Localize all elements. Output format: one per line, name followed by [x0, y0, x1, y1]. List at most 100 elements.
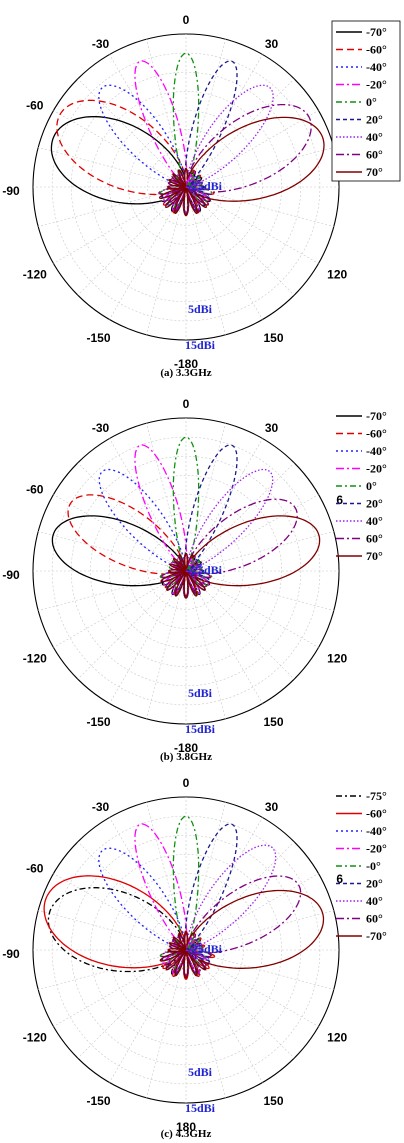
radial-scale-label: 5dBi: [188, 302, 213, 316]
panel-caption: (a) 3.3GHz: [160, 367, 211, 379]
grid-spoke: [146, 802, 187, 951]
radial-scale-label: -25dBi: [188, 563, 223, 577]
angle-tick-label: -120: [23, 1031, 47, 1045]
pattern-curves: [43, 815, 325, 981]
grid-ring: [166, 551, 206, 591]
angle-tick-label: -90: [2, 947, 20, 961]
legend-entry: -70°: [366, 25, 387, 39]
angle-tick-label: -180: [174, 357, 198, 371]
grid-spoke: [185, 438, 263, 572]
legend-entry: -20°: [366, 462, 387, 476]
grid-spoke: [185, 949, 319, 1027]
grid-ring: [90, 91, 282, 283]
polar-panel-3: 0 30 6 -90 120 150 180 -150 -120 -60 -30 -25dBi 5dBi…: [2, 776, 387, 1140]
legend-entry: -75°: [366, 789, 387, 803]
series-line-6: [163, 468, 274, 598]
legend: -70° -60° -40° -20° 0° 20° 40° 60° 70°: [336, 409, 387, 563]
legend-entry: -70°: [366, 929, 387, 943]
grid-spoke: [146, 186, 187, 335]
pattern-curves: [51, 436, 321, 599]
angle-tick-label: 30: [265, 800, 279, 814]
grid-ring: [90, 854, 282, 1046]
grid-spoke: [53, 949, 187, 1027]
legend-entry: 60°: [366, 148, 383, 162]
legend-entry: -40°: [366, 444, 387, 458]
angle-tick-label: -150: [86, 715, 110, 729]
grid-spoke: [185, 949, 226, 1098]
grid-spoke: [77, 462, 187, 572]
grid-spoke: [185, 570, 319, 648]
angle-tick-label: -30: [92, 37, 110, 51]
grid-spoke: [185, 841, 295, 951]
series-line-8: [158, 116, 325, 217]
legend: -70° -60° -40° -20° 0° 20° 40° 60° 70°: [331, 20, 401, 182]
angle-tick-label: 150: [263, 715, 283, 729]
angle-tick-label: 150: [263, 1094, 283, 1108]
grid-spoke: [109, 438, 187, 572]
grid-spoke: [185, 802, 226, 951]
legend-entry: -40°: [366, 60, 387, 74]
series-line-6: [163, 84, 274, 214]
angle-tick-label: 150: [263, 331, 283, 345]
grid-spoke: [185, 423, 226, 572]
angle-tick-label: -60: [26, 862, 44, 876]
legend-entry: -20°: [366, 842, 387, 856]
grid-spoke: [185, 873, 319, 951]
angle-tick-label: -120: [23, 652, 47, 666]
legend-entry: 0°: [366, 479, 377, 493]
angle-tick-label: 0: [183, 776, 190, 790]
pattern-curves: [50, 52, 325, 217]
legend-entry: 70°: [366, 549, 383, 563]
legend-entry: -20°: [366, 78, 387, 92]
grid-spoke: [185, 147, 334, 188]
grid-spoke: [185, 817, 263, 951]
angle-tick-label: 6: [336, 493, 343, 507]
legend-entry: 20°: [366, 497, 383, 511]
grid-spoke: [185, 186, 263, 320]
radial-scale-label: 5dBi: [188, 1065, 213, 1079]
grid-spoke: [38, 910, 187, 951]
grid-spoke: [185, 570, 295, 680]
grid-spoke: [77, 841, 187, 951]
grid-spoke: [185, 54, 263, 188]
grid-spoke: [77, 78, 187, 188]
radial-scale-label: 5dBi: [188, 686, 213, 700]
radial-scale-label: 15dBi: [185, 1101, 216, 1115]
grid-spoke: [53, 570, 187, 648]
legend-entry: 40°: [366, 130, 383, 144]
grid-ring: [147, 911, 225, 989]
legend: -75° -60° -40° -20° -0° 20° 40° 60° -70°: [336, 789, 387, 943]
angle-tick-label: -120: [23, 268, 47, 282]
angle-tick-label: -30: [92, 421, 110, 435]
grid-spoke: [185, 570, 226, 719]
angle-tick-label: 30: [265, 421, 279, 435]
grid-spoke: [185, 186, 226, 335]
grid-spoke: [53, 186, 187, 264]
polar-panel-1: 0306-90120150-180-150-120-60-30-25dBi5dB…: [2, 13, 401, 379]
polar-grid: [32, 417, 340, 725]
legend-entry: -70°: [366, 409, 387, 423]
angle-tick-label: -60: [26, 99, 44, 113]
legend-entry: 70°: [366, 165, 383, 179]
legend-entry: 60°: [366, 912, 383, 926]
grid-spoke: [185, 186, 319, 264]
angle-tick-label: -180: [174, 741, 198, 755]
legend-entry: 20°: [366, 113, 383, 127]
angle-tick-label: -60: [26, 483, 44, 497]
angle-tick-label: -30: [92, 800, 110, 814]
series-line-8: [159, 889, 325, 979]
legend-entry: 0°: [366, 95, 377, 109]
legend-entry: -40°: [366, 824, 387, 838]
radial-scale-label: -25dBi: [188, 179, 223, 193]
series-line-8: [160, 515, 321, 599]
grid-spoke: [109, 54, 187, 188]
grid-spoke: [185, 462, 295, 572]
legend-entry: 40°: [366, 894, 383, 908]
grid-spoke: [53, 873, 187, 951]
grid-spoke: [185, 531, 334, 572]
radial-scale-label: -25dBi: [188, 942, 223, 956]
polar-panel-2: 0 30 6 -90 120 150 -180 -150 -120 -60 -30 -25dBi 5dB…: [2, 397, 387, 763]
series-line-0: [47, 887, 211, 979]
legend-entry: 40°: [366, 514, 383, 528]
